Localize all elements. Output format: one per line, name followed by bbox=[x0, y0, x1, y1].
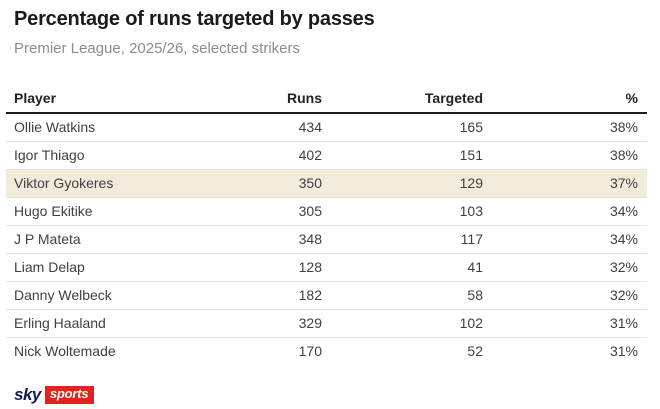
targeted-value: 58 bbox=[322, 281, 483, 310]
runs-value: 182 bbox=[256, 281, 322, 310]
player-name: Erling Haaland bbox=[6, 309, 256, 338]
pct-value: 31% bbox=[609, 343, 638, 360]
pct-value: 38% bbox=[483, 113, 647, 142]
page-title: Percentage of runs targeted by passes bbox=[14, 8, 375, 30]
runs-value: 434 bbox=[256, 113, 322, 142]
sky-logo-text: sky bbox=[14, 385, 41, 404]
targeted-value: 103 bbox=[322, 197, 483, 226]
runs-value: 305 bbox=[256, 197, 322, 226]
targeted-value: 151 bbox=[322, 141, 483, 170]
table-row: Nick Woltemade 170 52 31% bbox=[6, 337, 647, 365]
column-header-pct: % bbox=[483, 83, 647, 114]
player-name: J P Mateta bbox=[6, 225, 256, 254]
targeted-value: 41 bbox=[322, 253, 483, 282]
table-row: Igor Thiago 402 151 38% bbox=[6, 141, 647, 170]
table-row: Liam Delap 128 41 32% bbox=[6, 253, 647, 282]
table-row: Erling Haaland 329 102 31% bbox=[6, 309, 647, 338]
runs-value: 128 bbox=[256, 253, 322, 282]
pct-value: 37% bbox=[483, 169, 647, 198]
targeted-value: 52 bbox=[467, 343, 483, 360]
player-name: Igor Thiago bbox=[6, 141, 256, 170]
pct-value: 34% bbox=[483, 197, 647, 226]
pct-value: 32% bbox=[483, 281, 647, 310]
player-name: Danny Welbeck bbox=[6, 281, 256, 310]
targeted-value: 165 bbox=[322, 113, 483, 142]
table-row: J P Mateta 348 117 34% bbox=[6, 225, 647, 254]
targeted-value: 117 bbox=[322, 225, 483, 254]
stats-table: Player Runs Targeted % Ollie Watkins 434… bbox=[6, 83, 647, 365]
page-subtitle: Premier League, 2025/26, selected strike… bbox=[14, 40, 300, 57]
player-name: Viktor Gyokeres bbox=[6, 169, 256, 198]
pct-value: 38% bbox=[483, 141, 647, 170]
runs-value: 348 bbox=[256, 225, 322, 254]
sky-sports-logo: sky sports bbox=[14, 385, 95, 404]
column-header-targeted: Targeted bbox=[322, 83, 483, 114]
player-name: Ollie Watkins bbox=[6, 113, 256, 142]
targeted-value: 102 bbox=[322, 309, 483, 338]
runs-value: 329 bbox=[256, 309, 322, 338]
player-name: Nick Woltemade bbox=[14, 343, 116, 360]
table-row: Danny Welbeck 182 58 32% bbox=[6, 281, 647, 310]
table-row-highlighted: Viktor Gyokeres 350 129 37% bbox=[6, 169, 647, 198]
runs-value: 170 bbox=[298, 343, 322, 360]
pct-value: 32% bbox=[483, 253, 647, 282]
pct-value: 31% bbox=[483, 309, 647, 338]
runs-value: 350 bbox=[256, 169, 322, 198]
sports-logo-badge: sports bbox=[44, 385, 95, 404]
table-header-row: Player Runs Targeted % bbox=[6, 83, 647, 114]
player-name: Hugo Ekitike bbox=[6, 197, 256, 226]
pct-value: 34% bbox=[483, 225, 647, 254]
table-row: Hugo Ekitike 305 103 34% bbox=[6, 197, 647, 226]
table-row: Ollie Watkins 434 165 38% bbox=[6, 113, 647, 142]
column-header-player: Player bbox=[6, 83, 256, 114]
targeted-value: 129 bbox=[322, 169, 483, 198]
column-header-runs: Runs bbox=[256, 83, 322, 114]
runs-value: 402 bbox=[256, 141, 322, 170]
player-name: Liam Delap bbox=[6, 253, 256, 282]
